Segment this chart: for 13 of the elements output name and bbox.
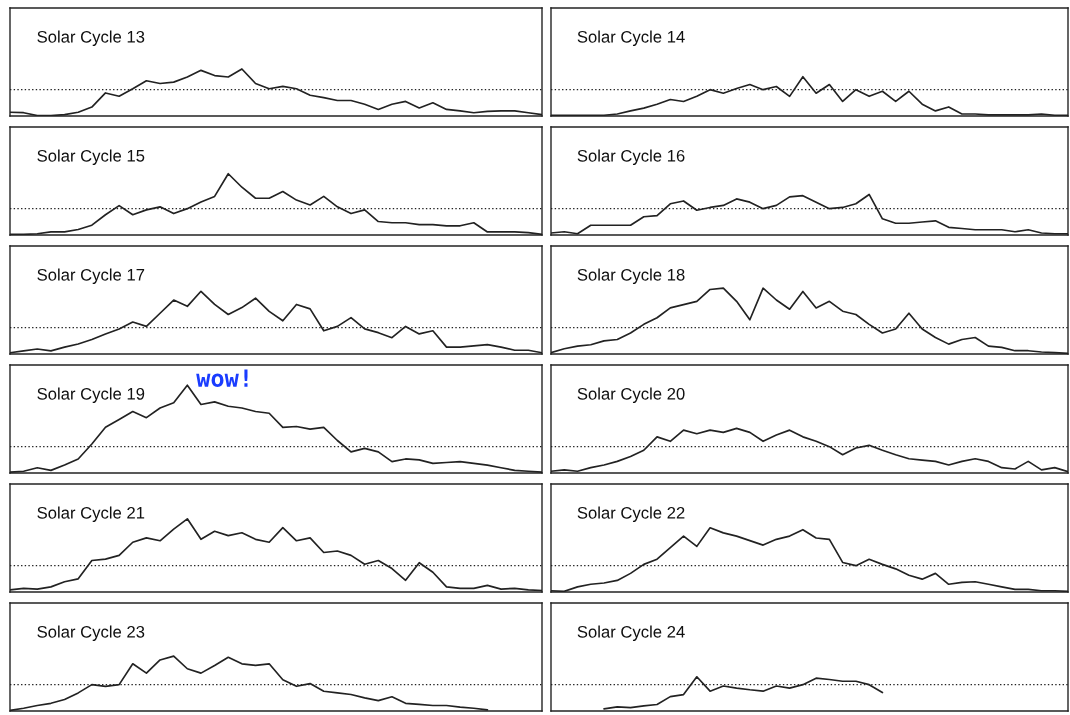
chart-title: Solar Cycle 23 (37, 625, 145, 642)
chart-title: Solar Cycle 13 (37, 30, 145, 47)
chart-title: Solar Cycle 19 (37, 387, 145, 404)
chart-title: Solar Cycle 21 (37, 506, 145, 523)
chart-title: Solar Cycle 22 (577, 506, 685, 523)
chart-title: Solar Cycle 20 (577, 387, 685, 404)
chart-title: Solar Cycle 14 (577, 30, 685, 47)
chart-title: Solar Cycle 17 (37, 268, 145, 285)
annotation: wow! (196, 369, 248, 387)
chart-title: Solar Cycle 15 (37, 149, 145, 166)
chart-title: Solar Cycle 18 (577, 268, 685, 285)
chart-title: Solar Cycle 24 (577, 625, 685, 642)
chart-title: Solar Cycle 16 (577, 149, 685, 166)
